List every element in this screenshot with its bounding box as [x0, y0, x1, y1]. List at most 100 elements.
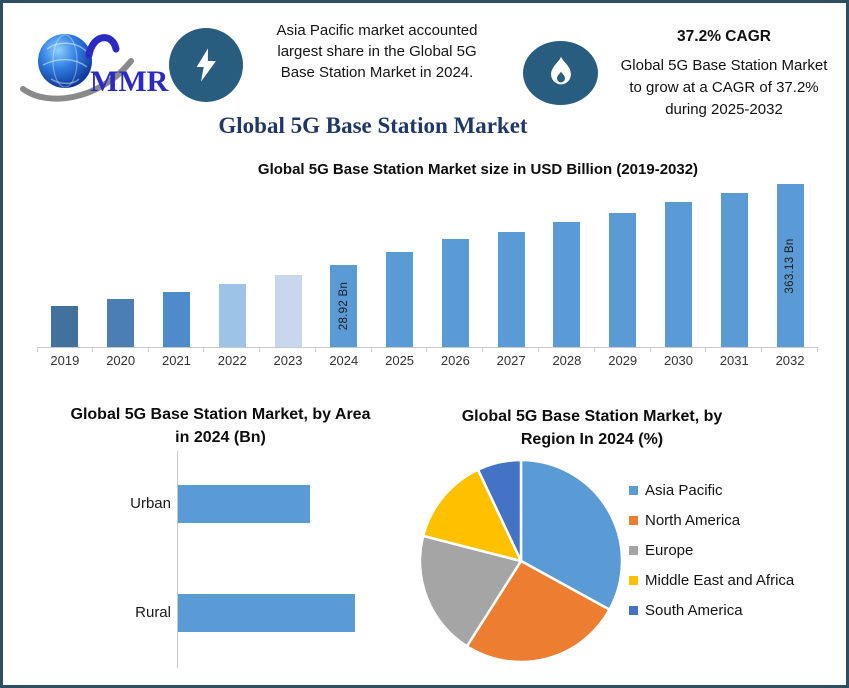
bar-2024: 28.92 Bn [330, 265, 358, 347]
area-chart-title: Global 5G Base Station Market, by Area i… [23, 403, 418, 449]
bar-cell [539, 182, 595, 347]
bar-2023 [274, 275, 302, 347]
bar-2019 [51, 306, 79, 347]
x-axis-label: 2020 [93, 348, 149, 368]
bar-cell [427, 182, 483, 347]
x-axis-label: 2019 [37, 348, 93, 368]
cagr-description-line: to grow at a CAGR of 37.2% [629, 79, 819, 96]
pie-slice-south-america [476, 458, 523, 562]
flame-badge [523, 41, 598, 105]
x-axis-label: 2029 [595, 348, 651, 368]
x-axis-label: 2022 [204, 348, 260, 368]
legend-swatch [629, 606, 638, 615]
logo-text: MMR [90, 65, 169, 98]
bar-cell [595, 182, 651, 347]
highlight-note-line: largest share in the Global 5G [277, 43, 477, 60]
pie-chart-title-line: Region In 2024 (%) [520, 431, 664, 448]
legend-item: Middle East and Africa [629, 572, 794, 589]
globe-icon [38, 34, 92, 88]
bar-cell [372, 182, 428, 347]
legend-item: North America [629, 512, 794, 529]
x-axis-label: 2028 [539, 348, 595, 368]
bar-2020 [107, 299, 135, 347]
pie-slice-north-america [465, 559, 612, 664]
area-chart-plot: Urban Rural [93, 451, 433, 668]
bar-cell [149, 182, 205, 347]
cagr-description: Global 5G Base Station Market to grow at… [600, 55, 846, 121]
bar-chart-title: Global 5G Base Station Market size in US… [257, 161, 699, 178]
bar-2029 [609, 213, 637, 347]
x-axis-label: 2021 [149, 348, 205, 368]
bar-chart-x-axis: 2019 2020 2021 2022 2023 2024 2025 2026 2027 2028… [37, 348, 818, 368]
lightning-bolt-icon [196, 48, 216, 82]
legend-label: North America [645, 512, 741, 529]
pie-chart-title-line: Global 5G Base Station Market, by [461, 408, 723, 425]
area-chart-title-line: in 2024 (Bn) [175, 429, 266, 446]
legend-swatch [629, 486, 638, 495]
highlight-note-line: Base Station Market in 2024. [280, 64, 474, 81]
legend-swatch [629, 546, 638, 555]
bar-cell [37, 182, 93, 347]
x-axis-label: 2023 [260, 348, 316, 368]
legend-label: Asia Pacific [645, 482, 723, 499]
cagr-title: 37.2% CAGR [677, 28, 771, 45]
bar-2030 [664, 202, 692, 347]
x-axis-label: 2032 [762, 348, 818, 368]
legend-item: Europe [629, 542, 794, 559]
legend-label: Europe [645, 542, 694, 559]
bar-cell [204, 182, 260, 347]
legend-label: South America [645, 602, 743, 619]
bar-cell [260, 182, 316, 347]
globe-meridian [52, 34, 78, 88]
bar-2021 [162, 292, 190, 347]
x-axis-label: 2024 [316, 348, 372, 368]
cagr-description-line: Global 5G Base Station Market [620, 57, 828, 74]
cagr-block: 37.2% CAGR Global 5G Base Station Market… [600, 28, 846, 121]
pie-slice-europe [418, 534, 523, 649]
x-axis-label: 2026 [427, 348, 484, 368]
bar-2032: 363.13 Bn [776, 184, 804, 347]
lightning-badge [169, 28, 243, 102]
bar-chart-bars: 28.92 Bn 363.13 Bn [37, 182, 818, 348]
logo-swoosh-blue [85, 34, 120, 59]
x-axis-label: 2027 [483, 348, 539, 368]
logo-swoosh-gray [20, 58, 134, 102]
pie-slice-middle-east-and-africa [421, 467, 524, 563]
legend-item: Asia Pacific [629, 482, 794, 499]
bar-cell [483, 182, 539, 347]
page-title: Global 5G Base Station Market [218, 113, 528, 138]
bar-2026 [441, 239, 469, 347]
bar-2025 [386, 252, 414, 347]
highlight-note-line: Asia Pacific market accounted [276, 22, 478, 39]
bar-2028 [553, 222, 581, 347]
legend-label: Middle East and Africa [645, 572, 795, 589]
highlight-note: Asia Pacific market accounted largest sh… [257, 20, 497, 83]
bar-value-label: 28.92 Bn [337, 281, 350, 331]
x-axis-label: 2025 [372, 348, 428, 368]
flame-icon [550, 56, 571, 85]
pie-chart-title: Global 5G Base Station Market, by Region… [431, 405, 753, 451]
x-axis-label: 2030 [651, 348, 707, 368]
area-bar-urban [178, 485, 310, 523]
bar-cell: 363.13 Bn [762, 182, 818, 347]
pie-legend: Asia Pacific North America Europe Middle Ea… [629, 482, 794, 619]
mmr-logo: MMR [20, 34, 169, 102]
legend-item: South America [629, 602, 794, 619]
cagr-description-line: during 2025-2032 [665, 101, 783, 118]
area-chart-axis-line [177, 451, 178, 668]
globe-grid-lines [42, 42, 88, 85]
legend-swatch [629, 576, 638, 585]
bar-value-label: 363.13 Bn [784, 237, 797, 294]
bar-cell [93, 182, 149, 347]
legend-swatch [629, 516, 638, 525]
bar-cell: 28.92 Bn [316, 182, 372, 347]
bar-2031 [720, 193, 748, 347]
bar-cell [651, 182, 707, 347]
bar-2022 [218, 284, 246, 347]
bar-chart-plot: 28.92 Bn 363.13 Bn 2019 2020 2021 2022 2023 20… [37, 182, 818, 368]
bar-cell [706, 182, 762, 347]
area-bar-rural [178, 594, 355, 632]
pie-slice-asia-pacific [519, 458, 624, 612]
bar-2027 [497, 232, 525, 347]
